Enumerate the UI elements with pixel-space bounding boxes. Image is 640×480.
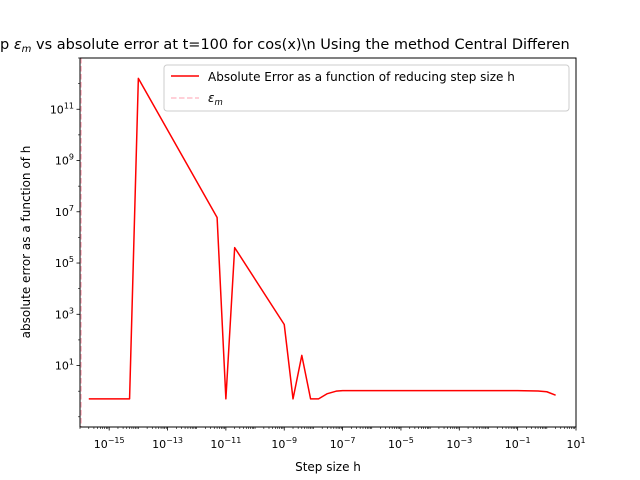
legend-error-label: Absolute Error as a function of reducing… (208, 70, 515, 84)
x-tick-label: 101 (566, 436, 585, 451)
y-tick-label: 107 (55, 204, 74, 219)
y-axis-label: absolute error as a function of h (19, 146, 33, 339)
plot-area (80, 58, 556, 427)
legend: Absolute Error as a function of reducing… (163, 64, 570, 112)
title-prefix: p (0, 37, 14, 53)
x-tick-label: 10−11 (210, 436, 241, 451)
chart-title: p εm vs absolute error at t=100 for cos(… (0, 37, 570, 55)
x-axis-label: Step size h (295, 460, 361, 474)
title-epsilon: ε (14, 37, 22, 53)
y-tick-label: 103 (55, 306, 74, 321)
x-tick-label: 10−13 (152, 436, 183, 451)
x-tick-label: 10−1 (505, 436, 531, 451)
x-axis-ticks: 10−15 10−13 10−11 10−9 10−7 10−5 10−3 10−1 101 (79, 427, 586, 451)
y-tick-label: 105 (55, 255, 74, 270)
legend-epsilon-label: εm (208, 91, 223, 108)
axes-frame (79, 57, 577, 428)
y-tick-label: 109 (55, 153, 74, 168)
y-axis-ticks: 101 103 105 107 109 1011 (50, 57, 80, 418)
legend-box (163, 64, 570, 112)
x-tick-label: 10−5 (388, 436, 414, 451)
title-epsilon-subscript: m (22, 44, 32, 55)
x-tick-label: 10−9 (271, 436, 297, 451)
y-tick-label: 1011 (50, 101, 74, 116)
legend-epsilon-subscript: m (215, 98, 223, 108)
x-tick-label: 10−7 (330, 436, 356, 451)
x-tick-label: 10−15 (94, 436, 125, 451)
legend-epsilon-symbol: ε (208, 91, 215, 105)
y-tick-label: 101 (55, 358, 74, 373)
x-tick-label: 10−3 (446, 436, 472, 451)
title-suffix: vs absolute error at t=100 for cos(x)\n … (31, 37, 569, 53)
